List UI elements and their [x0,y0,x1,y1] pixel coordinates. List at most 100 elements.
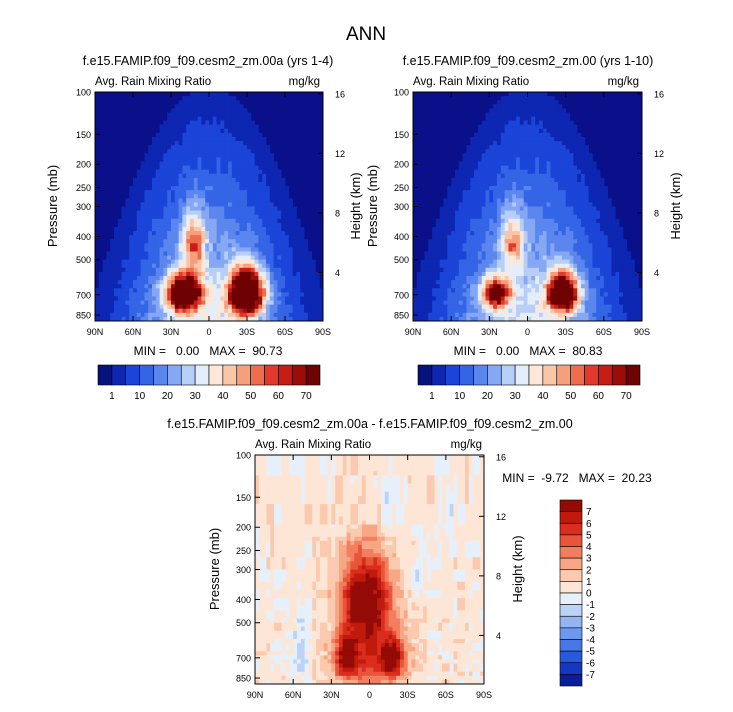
height-tick-label: 4 [654,268,659,278]
heatmap-cell [611,206,616,211]
heatmap-cell [136,169,141,175]
heatmap-cell [144,202,149,207]
heatmap-cell [496,259,502,265]
heatmap-cell [516,239,521,244]
heatmap-cell [580,214,586,220]
heatmap-cell [125,259,130,265]
heatmap-cell [596,190,601,195]
heatmap-cell [573,190,578,195]
heatmap-cell [239,300,244,306]
heatmap-cell [292,210,297,216]
heatmap-cell [148,280,153,285]
heatmap-cell [197,96,202,101]
heatmap-cell [255,455,260,460]
heatmap-cell [193,271,198,277]
heatmap-cell [243,231,248,236]
heatmap-cell [254,263,259,269]
heatmap-cell [133,308,138,314]
heatmap-cell [197,157,202,162]
heatmap-cell [550,280,555,285]
heatmap-cell [148,239,153,244]
heatmap-cell [193,202,198,207]
heatmap-cell [531,280,536,285]
heatmap-cell [550,149,555,154]
heatmap-cell [133,312,138,318]
heatmap-cell [443,280,448,285]
heatmap-cell [171,226,176,232]
heatmap-cell [470,218,475,224]
heatmap-cell [527,235,532,240]
heatmap-cell [474,271,479,277]
heatmap-cell [512,243,517,248]
heatmap-cell [285,259,290,265]
heatmap-cell [258,132,263,138]
heatmap-cell [197,247,202,252]
heatmap-cell [558,181,563,187]
heatmap-cell [254,194,259,199]
heatmap-cell [474,312,479,318]
heatmap-cell [239,296,244,301]
heatmap-cell [163,198,168,203]
heatmap-cell [454,304,460,310]
heatmap-cell [174,169,179,175]
heatmap-cell [474,145,479,150]
heatmap-cell [228,104,233,109]
heatmap-cell [201,214,206,220]
heatmap-cell [193,288,198,293]
heatmap-cell [470,222,475,228]
colorbar-swatch [305,364,321,386]
heatmap-cell [159,255,164,261]
heatmap-cell [193,251,198,256]
heatmap-cell [443,239,448,244]
heatmap-cell [500,136,505,142]
heatmap-cell [428,312,433,318]
heatmap-cell [231,136,236,142]
heatmap-cell [155,194,160,199]
heatmap-cell [554,165,559,171]
heatmap-cell [474,218,479,224]
heatmap-cell [573,263,578,269]
heatmap-cell [558,267,563,273]
heatmap-cell [546,104,551,109]
heatmap-cell [167,239,172,244]
heatmap-cell [220,100,225,105]
heatmap-cell [129,210,134,216]
heatmap-cell [239,145,244,150]
heatmap-cell [167,157,172,162]
heatmap-cell [619,292,624,297]
heatmap-cell [216,267,221,273]
heatmap-cell [228,292,233,297]
heatmap-cell [470,161,475,167]
heatmap-cell [550,96,555,101]
heatmap-cell [140,226,145,232]
heatmap-cell [496,181,502,187]
heatmap-cell [457,455,462,460]
heatmap-cell [171,276,176,281]
heatmap-cell [588,259,593,265]
colorbar-swatch [584,364,599,386]
heatmap-cell [458,190,464,195]
heatmap-cell [496,104,502,109]
heatmap-cell [228,251,233,256]
heatmap-cell [178,312,183,318]
heatmap-cell [561,128,567,134]
heatmap-cell [140,243,145,248]
heatmap-cell [603,280,609,285]
heatmap-cell [577,271,582,277]
heatmap-cell [493,255,498,261]
heatmap-cell [573,181,578,187]
heatmap-cell [152,222,157,228]
heatmap-cell [531,267,536,273]
heatmap-cell [558,173,563,179]
heatmap-cell [144,173,149,179]
heatmap-cell [565,300,570,306]
heatmap-cell [121,284,126,289]
heatmap-cell [508,284,513,289]
heatmap-cell [626,300,631,306]
heatmap-cell [140,177,145,183]
heatmap-cell [212,308,217,314]
heatmap-cell [508,218,513,224]
heatmap-cell [212,271,217,277]
heatmap-cell [424,288,429,293]
heatmap-cell [546,222,551,228]
